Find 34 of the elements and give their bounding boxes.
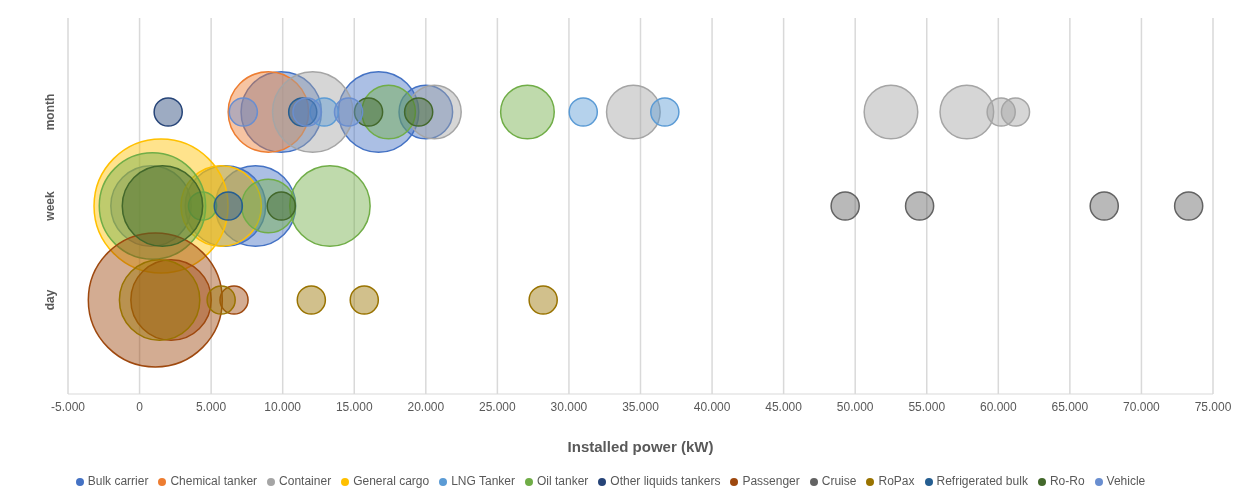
- legend-label: Vehicle: [1106, 474, 1146, 488]
- x-tick-label: 70.000: [1123, 399, 1161, 414]
- y-tick-label: month: [43, 93, 57, 131]
- legend-label: LNG Tanker: [451, 474, 515, 488]
- legend-label: Bulk carrier: [87, 474, 149, 488]
- x-tick-label: 10.000: [264, 399, 302, 414]
- x-tick-label: 20.000: [407, 399, 445, 414]
- legend-label: RoPax: [878, 474, 915, 488]
- x-axis-title: Installed power (kW): [567, 438, 714, 455]
- x-tick-label: 75.000: [1194, 399, 1232, 414]
- legend-label: Cruise: [821, 474, 857, 488]
- x-tick-label: 5.000: [196, 399, 227, 414]
- x-tick-label: 30.000: [550, 399, 588, 414]
- legend-label: General cargo: [353, 474, 430, 488]
- x-tick-label: 65.000: [1051, 399, 1089, 414]
- x-tick-label: -5.000: [50, 399, 86, 414]
- legend-label: Oil tanker: [536, 474, 589, 488]
- legend-label: Chemical tanker: [170, 474, 258, 488]
- legend-label: Ro-Ro: [1049, 474, 1085, 488]
- y-tick-label: day: [43, 289, 57, 311]
- x-tick-label: 45.000: [765, 399, 803, 414]
- x-tick-label: 0: [136, 399, 144, 414]
- legend-label: Passenger: [742, 474, 800, 488]
- x-tick-label: 25.000: [479, 399, 517, 414]
- legend-label: Refrigerated bulk: [936, 474, 1028, 488]
- y-tick-label: week: [43, 191, 57, 222]
- legend-label: Other liquids tankers: [610, 474, 721, 488]
- x-tick-label: 35.000: [622, 399, 660, 414]
- x-tick-label: 15.000: [335, 399, 373, 414]
- x-tick-label: 40.000: [693, 399, 731, 414]
- x-tick-label: 60.000: [979, 399, 1017, 414]
- legend-label: Container: [279, 474, 332, 488]
- x-tick-label: 55.000: [908, 399, 946, 414]
- x-tick-label: 50.000: [836, 399, 874, 414]
